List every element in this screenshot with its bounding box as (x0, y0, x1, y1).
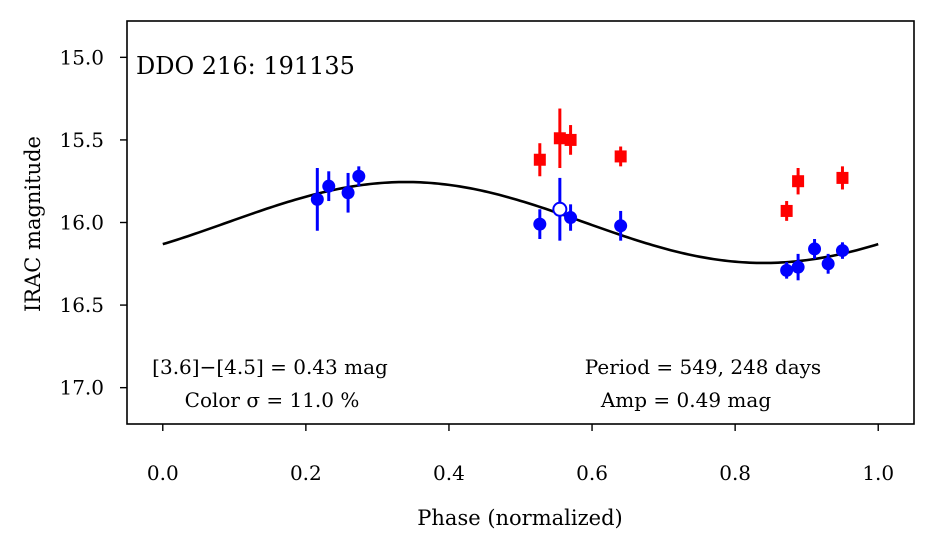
data-point-circle (341, 186, 355, 200)
x-tick-label: 0.0 (147, 461, 179, 485)
color-annotation-line2: Color σ = 11.0 % (185, 388, 360, 412)
data-point-square (614, 150, 627, 163)
y-tick-label: 15.5 (59, 128, 104, 152)
data-point-open-circle (552, 201, 568, 217)
series-4.5 (533, 108, 849, 221)
data-point-circle (352, 169, 366, 183)
y-tick-label: 15.0 (59, 45, 104, 69)
x-tick-label: 0.8 (719, 461, 751, 485)
data-point-square (792, 175, 805, 188)
y-tick-label: 16.0 (59, 211, 104, 235)
data-point-circle (614, 219, 628, 233)
data-point-square (564, 133, 577, 146)
data-point-circle (780, 263, 794, 277)
y-axis-label: IRAC magnitude (21, 136, 45, 312)
y-tick-label: 17.0 (59, 376, 104, 400)
data-point-circle (310, 192, 324, 206)
plot-area (162, 108, 879, 281)
x-axis-label: Phase (normalized) (417, 506, 622, 530)
data-point-circle (533, 217, 547, 231)
x-axis-ticks: 0.0 0.2 0.4 0.6 0.8 1.0 (147, 424, 894, 485)
data-point-circle (791, 260, 805, 274)
y-axis-ticks: 15.0 15.5 16.0 16.5 17.0 (59, 45, 127, 400)
data-point-circle (564, 211, 578, 225)
data-point-square (780, 204, 793, 217)
x-tick-label: 0.6 (576, 461, 608, 485)
data-point-circle (835, 244, 849, 258)
period-annotation-line1: Period = 549, 248 days (585, 355, 821, 379)
data-point-circle (808, 242, 822, 256)
series-3.6 (310, 166, 849, 281)
data-point-square (836, 171, 849, 184)
x-tick-label: 0.4 (433, 461, 465, 485)
data-point-square (533, 153, 546, 166)
data-point-square (553, 132, 566, 145)
data-points (310, 108, 849, 281)
y-tick-label: 16.5 (59, 293, 104, 317)
data-point-circle (821, 257, 835, 271)
data-point-circle (322, 179, 336, 193)
amplitude-annotation: Amp = 0.49 mag (600, 388, 771, 412)
chart-title: DDO 216: 191135 (136, 52, 355, 80)
x-tick-label: 1.0 (862, 461, 894, 485)
x-tick-label: 0.2 (290, 461, 322, 485)
color-annotation-line1: [3.6]−[4.5] = 0.43 mag (152, 355, 388, 379)
model-curve (162, 180, 879, 265)
plot-frame (126, 20, 915, 425)
